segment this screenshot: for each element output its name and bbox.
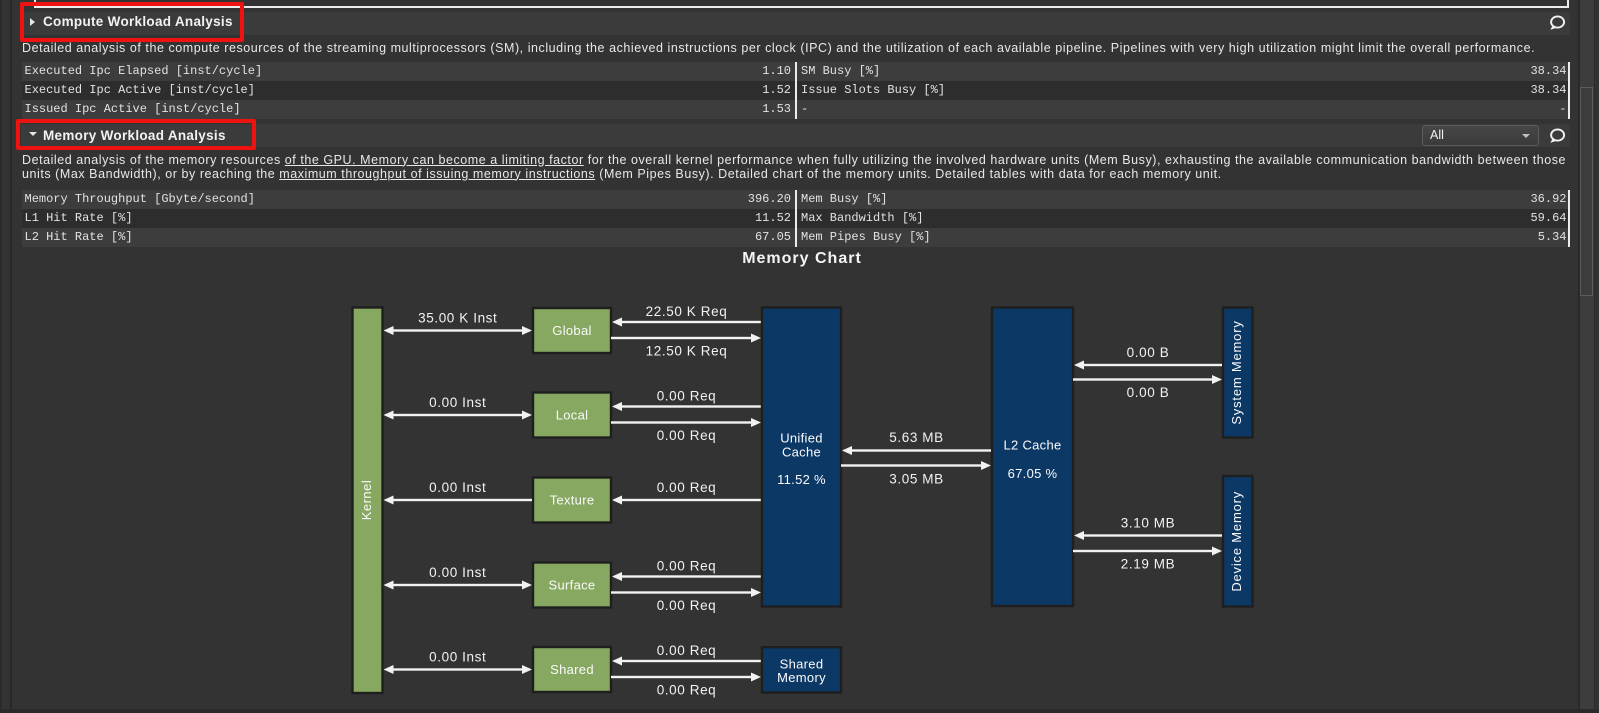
svg-text:0.00 Req: 0.00 Req	[657, 683, 717, 698]
svg-text:Shared: Shared	[550, 662, 594, 677]
svg-text:Shared: Shared	[780, 656, 824, 671]
svg-text:Device Memory: Device Memory	[1229, 491, 1244, 592]
svg-text:System Memory: System Memory	[1229, 320, 1244, 424]
svg-text:Cache: Cache	[782, 445, 821, 460]
svg-text:Global: Global	[552, 323, 591, 338]
svg-text:0.00 B: 0.00 B	[1127, 385, 1170, 400]
svg-text:0.00 Req: 0.00 Req	[657, 598, 717, 613]
svg-text:Local: Local	[556, 408, 589, 423]
svg-text:3.05 MB: 3.05 MB	[889, 472, 943, 487]
svg-text:35.00 K Inst: 35.00 K Inst	[418, 311, 497, 326]
svg-text:22.50 K Req: 22.50 K Req	[646, 304, 728, 319]
svg-text:5.63 MB: 5.63 MB	[889, 430, 943, 445]
svg-text:67.05 %: 67.05 %	[1008, 466, 1058, 481]
svg-text:12.50 K Req: 12.50 K Req	[646, 344, 728, 359]
svg-text:0.00 Inst: 0.00 Inst	[429, 565, 486, 580]
svg-text:0.00 Req: 0.00 Req	[657, 428, 717, 443]
svg-text:0.00 Inst: 0.00 Inst	[429, 480, 486, 495]
svg-text:0.00 Req: 0.00 Req	[657, 480, 717, 495]
svg-text:0.00 Inst: 0.00 Inst	[429, 650, 486, 665]
svg-text:Kernel: Kernel	[359, 480, 374, 521]
svg-text:0.00 Req: 0.00 Req	[657, 559, 717, 574]
svg-text:2.19 MB: 2.19 MB	[1121, 557, 1175, 572]
svg-text:0.00 Req: 0.00 Req	[657, 389, 717, 404]
svg-text:0.00 Req: 0.00 Req	[657, 643, 717, 658]
svg-text:Texture: Texture	[550, 493, 595, 508]
svg-text:Surface: Surface	[549, 578, 596, 593]
svg-text:3.10 MB: 3.10 MB	[1121, 516, 1175, 531]
svg-text:L2 Cache: L2 Cache	[1003, 437, 1061, 452]
svg-text:Memory: Memory	[777, 670, 826, 685]
svg-text:Unified: Unified	[780, 431, 823, 446]
svg-text:0.00 Inst: 0.00 Inst	[429, 395, 486, 410]
svg-text:11.52 %: 11.52 %	[777, 472, 826, 487]
svg-text:0.00 B: 0.00 B	[1127, 345, 1170, 360]
